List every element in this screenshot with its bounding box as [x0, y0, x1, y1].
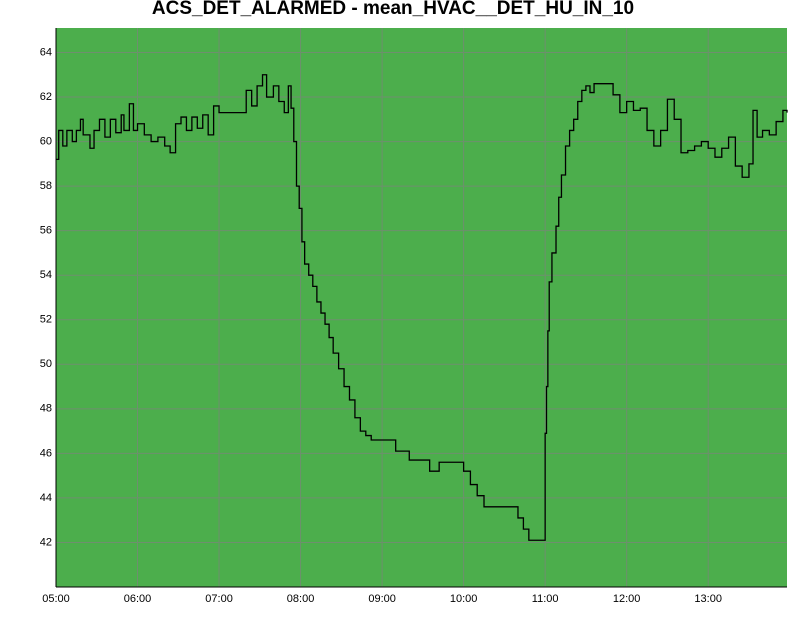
plot-area	[56, 28, 787, 587]
y-tick-label: 48	[40, 403, 52, 415]
y-tick-label: 60	[40, 135, 52, 147]
y-tick-label: 56	[40, 225, 52, 237]
chart-title: ACS_DET_ALARMED - mean_HVAC__DET_HU_IN_1…	[152, 0, 634, 19]
x-tick-label: 13:00	[694, 593, 722, 605]
y-tick-label: 46	[40, 447, 52, 459]
x-tick-label: 08:00	[287, 593, 315, 605]
x-tick-label: 06:00	[124, 593, 152, 605]
y-tick-label: 64	[40, 46, 52, 58]
x-tick-label: 11:00	[532, 593, 559, 605]
line	[56, 74, 788, 541]
x-tick-label: 10:00	[450, 593, 478, 605]
y-tick-label: 58	[40, 180, 52, 192]
x-tick-label: 12:00	[613, 593, 641, 605]
y-tick-label: 54	[40, 269, 52, 281]
y-tick-label: 52	[40, 314, 52, 326]
x-tick-label: 05:00	[42, 593, 70, 605]
y-tick-label: 62	[40, 91, 52, 103]
y-tick-label: 50	[40, 358, 52, 370]
y-tick-label: 44	[40, 492, 52, 504]
x-tick-label: 07:00	[205, 593, 233, 605]
y-tick-label: 42	[40, 536, 52, 548]
x-tick-label: 09:00	[368, 593, 396, 605]
